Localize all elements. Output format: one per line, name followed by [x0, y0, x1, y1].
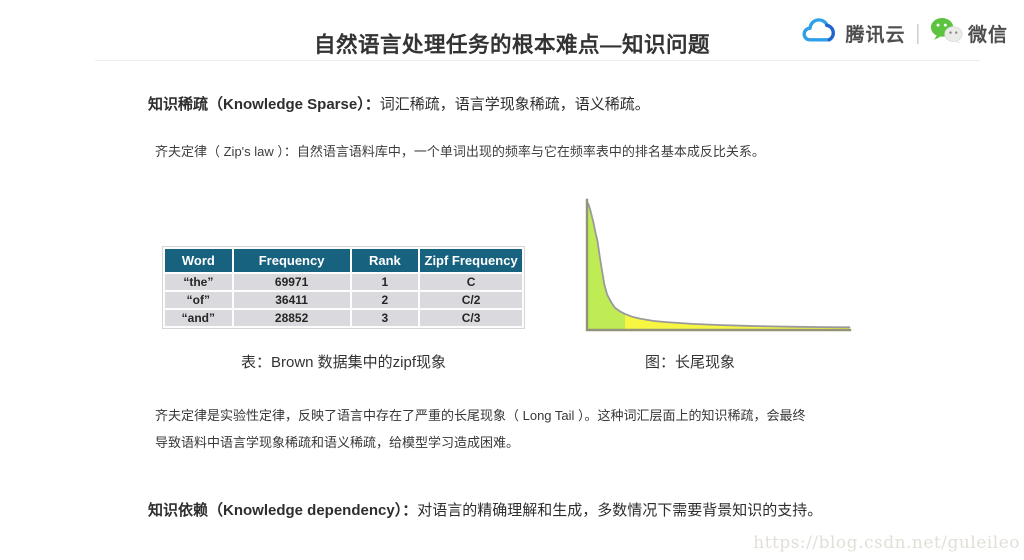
long-tail-area-tail — [587, 203, 850, 330]
zipf-paragraph: 齐夫定律是实验性定律，反映了语言中存在了严重的长尾现象（ Long Tail ）… — [155, 402, 815, 456]
wechat-icon — [930, 16, 963, 50]
tencent-cloud-label: 腾讯云 — [845, 24, 906, 46]
knowledge-dependency-term: 知识依赖（Knowledge dependency）： — [148, 502, 418, 519]
column-header-word: Word — [165, 249, 232, 272]
long-tail-chart — [585, 198, 852, 332]
long-tail-figure — [583, 197, 853, 337]
column-header-frequency: Frequency — [233, 249, 350, 272]
cell-frequency: 36411 — [233, 292, 350, 308]
wechat-label: 微信 — [967, 24, 1008, 46]
table-header-row: Word Frequency Rank Zipf Frequency — [165, 249, 522, 272]
cell-zipf-frequency: C/2 — [420, 292, 522, 308]
brand-bar: 腾讯云 | 微信 — [801, 17, 1008, 49]
cell-rank: 1 — [351, 274, 419, 290]
watermark-url: https://blog.csdn.net/guleileo — [753, 533, 1020, 553]
cell-word: “and” — [165, 310, 232, 326]
column-header-rank: Rank — [351, 249, 419, 272]
tencent-cloud-icon — [801, 17, 841, 50]
knowledge-sparse-desc: 词汇稀疏，语言学现象稀疏，语义稀疏。 — [379, 96, 650, 113]
knowledge-sparse-term: 知识稀疏（Knowledge Sparse）： — [148, 96, 380, 113]
cell-word: “the” — [165, 274, 232, 290]
knowledge-dependency-line: 知识依赖（Knowledge dependency）：对语言的精确理解和生成，多… — [148, 499, 822, 520]
cell-zipf-frequency: C — [420, 274, 522, 290]
long-tail-area-head — [587, 203, 625, 330]
cell-frequency: 28852 — [233, 310, 350, 326]
zipf-table: Word Frequency Rank Zipf Frequency “the”… — [162, 246, 525, 329]
cell-word: “of” — [165, 292, 232, 308]
zipf-paragraph-line: 导致语料中语言学现象稀疏和语义稀疏，给模型学习造成困难。 — [155, 435, 520, 450]
figure-caption: 图：长尾现象 — [644, 354, 735, 371]
chart-axes — [585, 198, 852, 332]
title-divider — [95, 60, 980, 61]
knowledge-sparse-line: 知识稀疏（Knowledge Sparse）：词汇稀疏，语言学现象稀疏，语义稀疏… — [148, 93, 650, 114]
cell-rank: 2 — [351, 292, 419, 308]
table-caption: 表：Brown 数据集中的zipf现象 — [240, 354, 447, 371]
cell-zipf-frequency: C/3 — [420, 310, 522, 326]
page-title: 自然语言处理任务的根本难点—知识问题 — [313, 33, 710, 57]
cell-rank: 3 — [351, 310, 419, 326]
brand-separator: | — [915, 20, 920, 45]
table-row: “and” 28852 3 C/3 — [165, 310, 522, 326]
zipf-definition: 齐夫定律（ Zip's law ）：自然语言语料库中，一个单词出现的频率与它在频… — [155, 144, 765, 159]
column-header-zipf-frequency: Zipf Frequency — [420, 249, 522, 272]
zipf-paragraph-line: 齐夫定律是实验性定律，反映了语言中存在了严重的长尾现象（ Long Tail ）… — [155, 408, 806, 423]
cell-frequency: 69971 — [233, 274, 350, 290]
table-row: “the” 69971 1 C — [165, 274, 522, 290]
long-tail-curve — [586, 202, 851, 329]
table-row: “of” 36411 2 C/2 — [165, 292, 522, 308]
knowledge-dependency-desc: 对语言的精确理解和生成，多数情况下需要背景知识的支持。 — [417, 502, 823, 519]
